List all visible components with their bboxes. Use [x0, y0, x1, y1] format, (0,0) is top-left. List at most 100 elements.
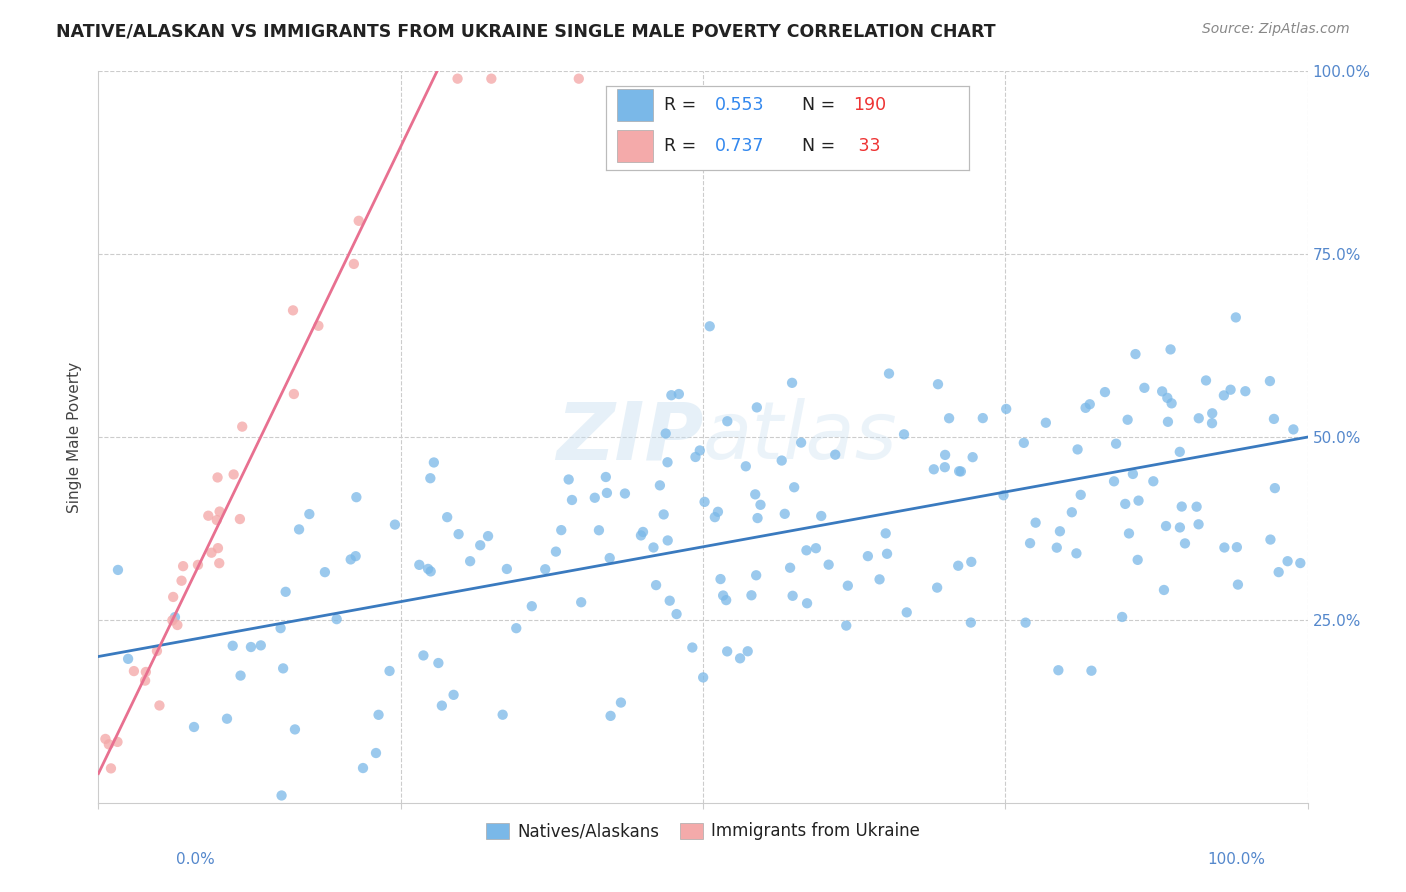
Point [1188, 411, 1211, 425]
Point [770, 453, 793, 467]
Point [416, 562, 439, 576]
Point [1267, 565, 1289, 579]
Point [1133, 381, 1156, 395]
Point [419, 565, 441, 579]
Point [668, 387, 690, 401]
Point [208, 556, 231, 570]
Point [249, 639, 271, 653]
Point [430, 698, 453, 713]
Point [107, 563, 129, 577]
Point [960, 615, 983, 630]
Point [447, 527, 470, 541]
Point [477, 529, 499, 543]
Point [714, 593, 737, 607]
Point [283, 387, 305, 401]
Point [1195, 374, 1218, 388]
Point [1212, 388, 1234, 402]
Point [1258, 374, 1281, 388]
Point [1074, 401, 1097, 415]
Point [643, 541, 665, 555]
Point [271, 661, 294, 675]
Point [1154, 519, 1177, 533]
Point [200, 546, 222, 560]
Point [163, 610, 186, 624]
Point [561, 493, 583, 508]
Point [876, 547, 898, 561]
Point [270, 789, 292, 803]
Point [412, 648, 434, 663]
Point [1160, 396, 1182, 410]
Point [325, 612, 347, 626]
Point [707, 505, 730, 519]
Point [364, 746, 387, 760]
Point [709, 572, 731, 586]
Point [665, 607, 688, 621]
Point [1160, 343, 1182, 357]
Text: NATIVE/ALASKAN VS IMMIGRANTS FROM UKRAINE SINGLE MALE POVERTY CORRELATION CHART: NATIVE/ALASKAN VS IMMIGRANTS FROM UKRAIN… [56, 22, 995, 40]
Point [162, 590, 184, 604]
Point [1012, 435, 1035, 450]
Point [122, 664, 145, 678]
Point [183, 720, 205, 734]
Point [135, 665, 157, 679]
Point [595, 470, 617, 484]
Point [747, 511, 769, 525]
Point [1170, 500, 1192, 514]
Point [692, 670, 714, 684]
Point [689, 443, 711, 458]
Point [681, 640, 703, 655]
Point [782, 589, 804, 603]
Point [588, 523, 610, 537]
Point [1168, 445, 1191, 459]
Point [657, 455, 679, 469]
Point [780, 376, 803, 390]
Point [107, 735, 129, 749]
Point [661, 388, 683, 402]
Point [436, 510, 458, 524]
Point [170, 574, 193, 588]
Y-axis label: Single Male Poverty: Single Male Poverty [67, 361, 83, 513]
Point [1094, 385, 1116, 400]
Point [314, 565, 336, 579]
Point [1014, 615, 1036, 630]
Point [645, 578, 668, 592]
Point [796, 596, 818, 610]
Point [699, 319, 721, 334]
Point [599, 709, 621, 723]
Point [703, 510, 725, 524]
Point [962, 450, 984, 465]
Point [1126, 553, 1149, 567]
Point [568, 71, 591, 86]
Point [1142, 475, 1164, 489]
Point [740, 588, 762, 602]
Point [534, 562, 557, 576]
Point [443, 688, 465, 702]
Point [298, 507, 321, 521]
Point [948, 558, 970, 573]
Point [927, 581, 949, 595]
Point [804, 541, 827, 556]
Point [893, 427, 915, 442]
Point [922, 462, 945, 476]
Point [479, 71, 502, 86]
Point [117, 652, 139, 666]
Point [652, 508, 675, 522]
Point [1226, 577, 1249, 591]
Point [960, 555, 983, 569]
Point [162, 613, 184, 627]
Point [408, 558, 430, 572]
Point [344, 490, 367, 504]
Point [1114, 497, 1136, 511]
Point [716, 644, 738, 658]
Point [100, 761, 122, 775]
Point [599, 551, 621, 566]
Point [1019, 536, 1042, 550]
Point [631, 524, 654, 539]
Point [995, 401, 1018, 416]
Point [927, 377, 949, 392]
Point [343, 257, 366, 271]
Point [817, 558, 839, 572]
Text: ZIP: ZIP [555, 398, 703, 476]
Point [1156, 391, 1178, 405]
Point [427, 656, 450, 670]
